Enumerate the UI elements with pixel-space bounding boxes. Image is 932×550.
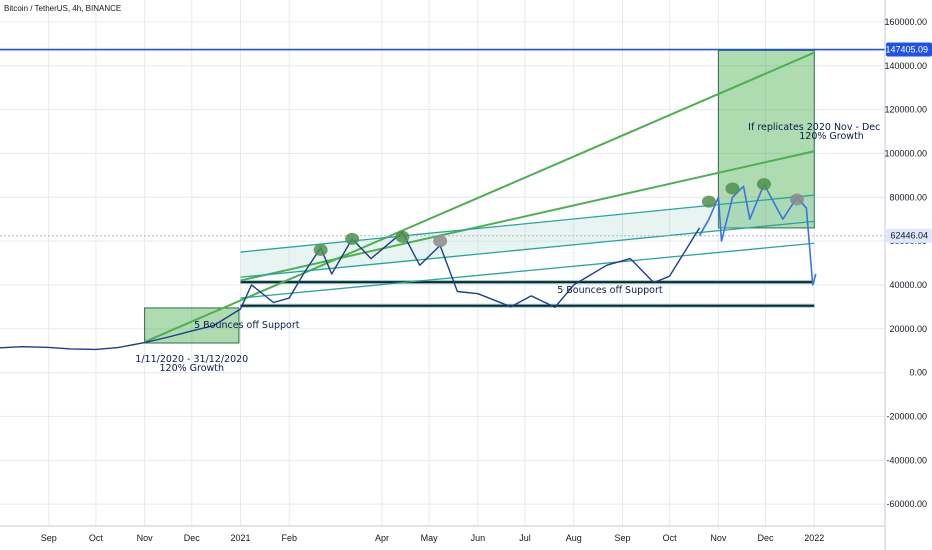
x-tick-label: Oct	[89, 533, 104, 543]
annotation-text: 1/11/2020 - 31/12/2020	[135, 354, 248, 365]
time-axis-background	[0, 526, 932, 550]
annotation-text: If replicates 2020 Nov - Dec	[748, 122, 880, 133]
projection-series-line	[698, 183, 817, 286]
y-tick-label: 100000.00	[884, 148, 927, 158]
y-tick-label: 40000.00	[889, 280, 927, 290]
x-tick-label: Oct	[663, 533, 678, 543]
zone-layer	[144, 49, 815, 344]
grid-layer	[0, 0, 885, 526]
growth-zone-box	[144, 307, 240, 344]
y-tick-label: 140000.00	[884, 61, 927, 71]
trend-line	[240, 220, 815, 278]
price-label-tag	[886, 228, 932, 243]
peak-marker	[433, 235, 448, 248]
marker-layer	[313, 178, 804, 256]
peak-marker	[395, 230, 410, 243]
annotation-text: 5 Bounces off Support	[557, 285, 663, 296]
x-tick-label: Sep	[614, 533, 630, 543]
price-label-tag	[886, 42, 932, 57]
x-tick-label: 2022	[804, 533, 824, 543]
y-tick-label: 0.00	[909, 368, 927, 378]
trend-line	[144, 51, 815, 343]
x-tick-label: Dec	[184, 533, 201, 543]
x-tick-label: Jul	[519, 533, 531, 543]
x-tick-label: 2021	[230, 533, 250, 543]
x-tick-label: Apr	[375, 533, 389, 543]
peak-marker	[725, 182, 740, 195]
x-tick-label: Sep	[41, 533, 57, 543]
price-label-text: 147405.09	[885, 45, 928, 55]
y-tick-label: 120000.00	[884, 105, 927, 115]
y-tick-label: -20000.00	[886, 411, 927, 421]
peak-marker	[701, 195, 716, 208]
x-tick-label: May	[421, 533, 439, 543]
annotation-text: 120% Growth	[159, 363, 224, 374]
price-label-text: 62446.04	[890, 231, 928, 241]
price-series-line	[0, 227, 701, 351]
trend-layer	[0, 48, 885, 343]
series-layer	[0, 183, 817, 351]
y-tick-label: 160000.00	[884, 17, 927, 27]
anno-layer: 5 Bounces off Support 5 Bounces off Suppo…	[135, 122, 880, 374]
y-tick-label: -40000.00	[886, 455, 927, 465]
peak-marker	[345, 232, 360, 245]
annotation-text: 5 Bounces off Support	[194, 320, 300, 331]
peak-marker	[756, 178, 771, 191]
trend-line	[240, 150, 815, 282]
y-tick-label: 80000.00	[889, 192, 927, 202]
x-tick-label: Dec	[758, 533, 775, 543]
x-tick-label: Aug	[566, 533, 582, 543]
x-tick-label: Feb	[281, 533, 297, 543]
x-tick-label: Nov	[137, 533, 154, 543]
chart-title: Bitcoin / TetherUS, 4h, BINANCE	[4, 4, 121, 13]
channel-fill	[240, 195, 815, 278]
peak-marker	[313, 243, 328, 256]
x-tick-label: Nov	[710, 533, 727, 543]
price-axis-background	[885, 0, 932, 550]
y-tick-label: 20000.00	[889, 324, 927, 334]
peak-marker	[789, 193, 804, 206]
y-tick-label: -60000.00	[886, 499, 927, 509]
trend-line	[240, 242, 815, 299]
x-tick-label: Jun	[471, 533, 486, 543]
annotation-text: 120% Growth	[799, 131, 864, 142]
